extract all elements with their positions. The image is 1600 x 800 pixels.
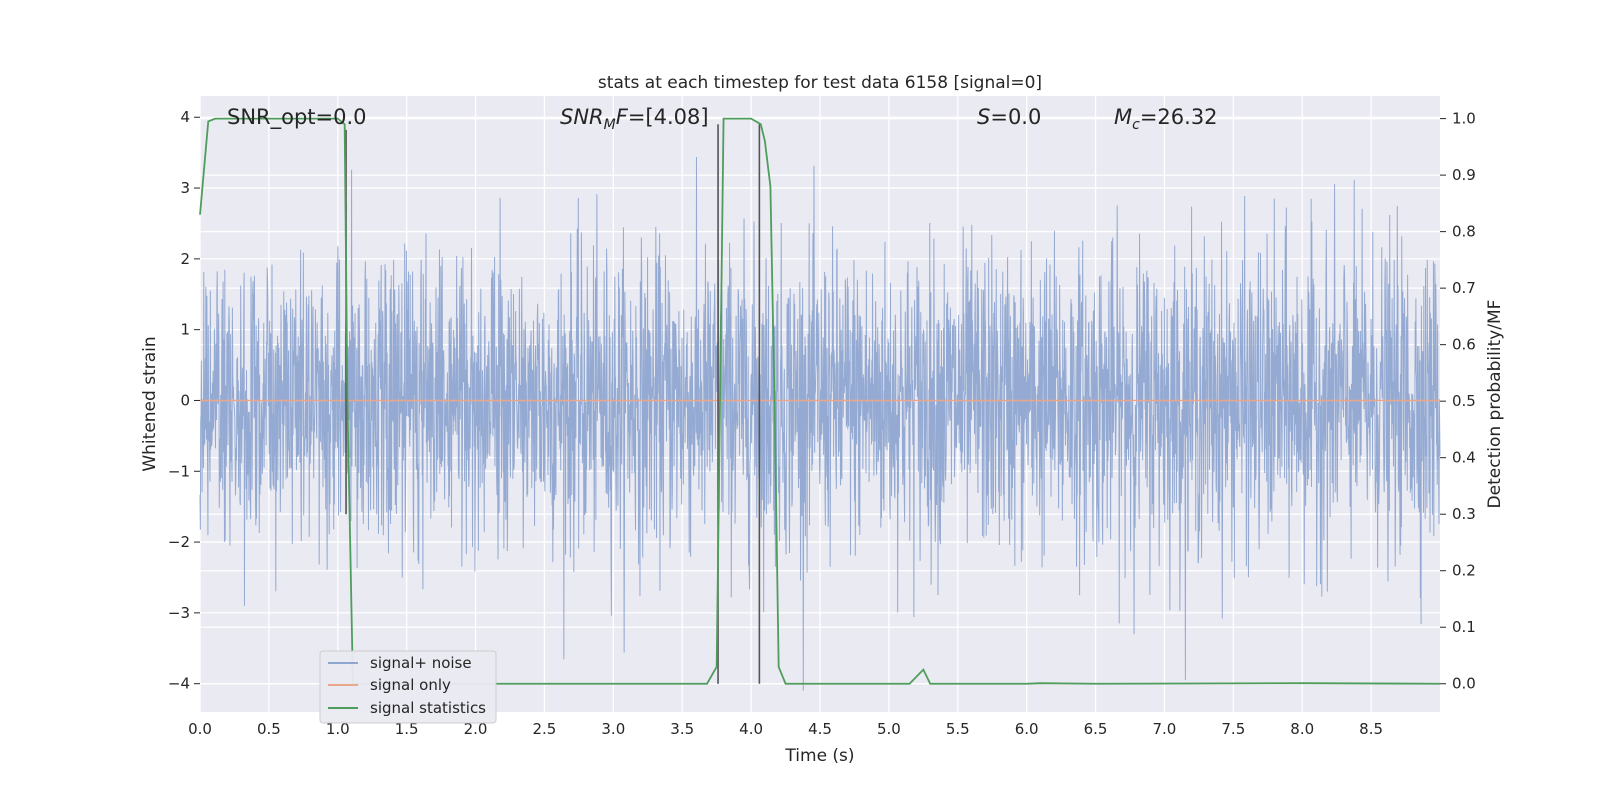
y-right-tick-label: 0.6 [1452, 336, 1476, 354]
y-right-tick-label: 0.5 [1452, 392, 1476, 410]
y-right-tick-label: 0.0 [1452, 675, 1476, 693]
x-tick-label: 7.5 [1221, 720, 1245, 738]
chart-title: stats at each timestep for test data 615… [598, 73, 1042, 93]
x-tick-label: 6.5 [1084, 720, 1108, 738]
y-left-tick-labels: 4 3 2 1 0 −1 −2 −3 −4 [168, 108, 200, 693]
x-tick-labels: 0.0 0.5 1.0 1.5 2.0 2.5 3.0 3.5 4.0 4.5 5.0 5.5 6.0 6… [188, 720, 1383, 738]
y-left-tick-label: −2 [168, 533, 190, 551]
x-tick-label: 4.0 [739, 720, 763, 738]
x-tick-label: 0.0 [188, 720, 212, 738]
x-tick-label: 1.0 [326, 720, 350, 738]
annotation-s: S=0.0 [977, 105, 1041, 129]
y-left-tick-label: −4 [168, 675, 190, 693]
legend-label-signal-only: signal only [370, 676, 451, 694]
y-left-axis-label: Whitened strain [140, 336, 160, 471]
annotation-snr-opt: SNR_opt=0.0 [227, 105, 367, 130]
y-left-tick-label: −1 [168, 462, 190, 480]
series-signal-noise [199, 156, 1441, 691]
x-tick-label: 2.0 [464, 720, 488, 738]
series-signal-statistics [199, 117, 1441, 685]
x-tick-label: 3.0 [601, 720, 625, 738]
y-right-tick-label: 0.4 [1452, 449, 1476, 467]
y-right-tick-label: 0.8 [1452, 223, 1476, 241]
y-right-tick-label: 1.0 [1452, 110, 1476, 128]
legend-label-signal-statistics: signal statistics [370, 699, 486, 717]
annotation-snr-mf: SNRMF=[4.08] [560, 105, 709, 133]
annotation-mc: Mc=26.32 [1114, 105, 1218, 133]
y-left-tick-label: 3 [180, 179, 190, 197]
y-left-tick-label: 2 [180, 250, 190, 268]
x-tick-label: 3.5 [670, 720, 694, 738]
statistics-line [199, 117, 1441, 685]
x-tick-label: 8.0 [1290, 720, 1314, 738]
y-left-tick-label: 4 [180, 108, 190, 126]
x-tick-label: 7.0 [1153, 720, 1177, 738]
legend-label-signal-noise: signal+ noise [370, 654, 472, 672]
y-right-tick-label: 0.3 [1452, 505, 1476, 523]
x-axis-label: Time (s) [784, 746, 854, 766]
x-tick-label: 6.0 [1015, 720, 1039, 738]
y-right-tick-labels: 1.0 0.9 0.8 0.7 0.6 0.5 0.4 0.3 0.2 0.1 0.0 [1440, 110, 1476, 693]
x-tick-label: 0.5 [257, 720, 281, 738]
y-right-tick-label: 0.9 [1452, 166, 1476, 184]
x-tick-label: 5.5 [946, 720, 970, 738]
legend-box [319, 650, 497, 724]
x-tick-label: 4.5 [808, 720, 832, 738]
y-right-tick-label: 0.1 [1452, 618, 1476, 636]
y-right-axis-label: Detection probability/MF [1485, 300, 1505, 509]
legend: signal+ noise signal only signal statist… [319, 650, 497, 724]
y-left-tick-label: 1 [180, 321, 190, 339]
y-right-tick-label: 0.2 [1452, 562, 1476, 580]
x-tick-label: 8.5 [1359, 720, 1383, 738]
x-tick-label: 2.5 [533, 720, 557, 738]
x-tick-label: 1.5 [395, 720, 419, 738]
y-left-tick-label: −3 [168, 604, 190, 622]
noise-line [199, 156, 1441, 691]
y-right-tick-label: 0.7 [1452, 279, 1476, 297]
x-tick-label: 5.0 [877, 720, 901, 738]
y-left-tick-label: 0 [180, 391, 190, 409]
